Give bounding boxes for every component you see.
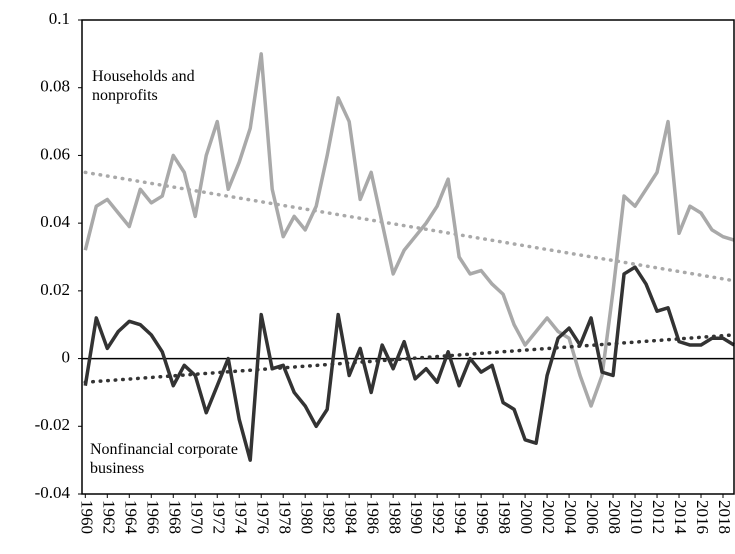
series-label: Households and nonprofits — [92, 68, 195, 104]
x-tick-label: 1982 — [319, 500, 338, 534]
x-tick-label: 1970 — [187, 500, 206, 534]
x-tick-label: 1996 — [473, 500, 492, 534]
series-label: Nonfinancial corporate business — [90, 441, 238, 477]
trend-line — [83, 333, 735, 385]
x-tick-label: 1998 — [495, 500, 514, 534]
x-tick-label: 1992 — [429, 500, 448, 534]
x-tick-label: 2004 — [561, 500, 580, 535]
x-tick-label: 1962 — [99, 500, 118, 534]
x-tick-label: 2014 — [671, 500, 690, 535]
x-tick-label: 1966 — [143, 500, 162, 534]
x-tick-label: 1980 — [297, 500, 316, 534]
x-tick-label: 1978 — [275, 500, 294, 534]
series-line — [83, 52, 735, 408]
y-tick-label: 0.08 — [40, 77, 70, 96]
x-tick-label: 1968 — [165, 500, 184, 534]
x-tick-label: 1984 — [341, 500, 360, 535]
x-tick-label: 1960 — [77, 500, 96, 534]
plot-frame — [81, 19, 735, 495]
series-line — [83, 265, 735, 462]
y-tick-label: 0.06 — [40, 144, 70, 163]
x-tick-label: 2002 — [539, 500, 558, 534]
y-tick-label: 0.04 — [40, 212, 70, 231]
x-tick-label: 1976 — [253, 500, 272, 534]
y-tick-label: 0 — [62, 347, 71, 366]
y-tick-label: -0.04 — [35, 483, 71, 502]
x-tick-label: 1994 — [451, 500, 470, 535]
y-tick-label: 0.02 — [40, 280, 70, 299]
x-tick-label: 1990 — [407, 500, 426, 534]
x-tick-label: 2006 — [583, 500, 602, 534]
trend-line — [83, 170, 735, 283]
x-tick-label: 1972 — [209, 500, 228, 534]
x-tick-label: 2012 — [649, 500, 668, 534]
x-tick-label: 1988 — [385, 500, 404, 534]
y-tick-label: -0.02 — [35, 415, 70, 434]
x-tick-label: 2016 — [693, 500, 712, 534]
y-tick-label: 0.1 — [49, 9, 70, 28]
x-tick-label: 1974 — [231, 500, 250, 535]
x-tick-label: 2008 — [605, 500, 624, 534]
x-tick-label: 2000 — [517, 500, 536, 534]
x-tick-label: 2018 — [715, 500, 734, 534]
x-tick-label: 1964 — [121, 500, 140, 535]
x-tick-label: 1986 — [363, 500, 382, 534]
x-tick-label: 2010 — [627, 500, 646, 534]
